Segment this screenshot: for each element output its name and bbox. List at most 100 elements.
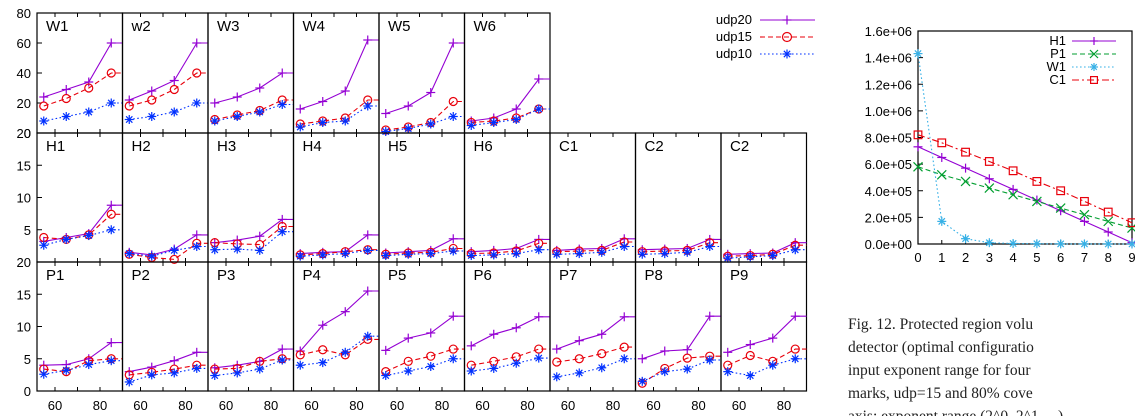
data-point [448,112,458,121]
marker-stroke [1008,166,1018,176]
data-point [937,152,947,162]
panel-label: H3 [217,138,236,155]
marker-stroke [724,368,732,376]
data-point [961,163,971,173]
legend-label: C1 [1049,72,1066,87]
marker-stroke [449,247,457,255]
marker-stroke [170,108,178,116]
x-tick-label: 2 [962,250,969,265]
data-point [1089,49,1099,59]
data-point [210,98,220,108]
marker-stroke [512,115,520,124]
marker-stroke [683,248,691,256]
series-line-udp20 [299,290,379,352]
marker-stroke [706,242,714,251]
data-point [124,95,134,105]
data-point [39,92,49,102]
data-point [448,96,458,107]
data-point [84,231,94,241]
x-tick-label: 80 [606,398,620,413]
data-point [597,329,607,339]
marker-stroke [512,250,520,258]
marker-stroke [211,371,219,380]
legend-label: W1 [1047,59,1067,74]
legend-label: udp10 [716,46,752,61]
panel-label: P5 [388,267,406,284]
panel: H1 [36,132,124,263]
data-point [363,230,373,240]
marker-stroke [512,359,520,367]
x-tick-label: 1 [938,250,945,265]
data-point [318,320,328,330]
data-point [448,246,458,256]
data-point [192,230,202,240]
marker-stroke [278,228,286,236]
data-point [381,251,391,261]
data-point [448,354,458,364]
data-point [782,49,792,59]
marker-stroke [1104,240,1112,248]
data-point [277,68,287,78]
marker-stroke [1103,207,1113,217]
marker-stroke [913,130,923,140]
data-point [147,86,157,96]
data-point [295,104,305,114]
marker-stroke [404,250,412,258]
panel-label: P2 [132,267,150,284]
x-tick-label: 80 [435,398,449,413]
data-point [637,354,647,364]
marker-stroke [661,250,669,258]
marker-stroke [620,355,628,363]
data-point [84,83,94,93]
data-point [597,348,607,359]
data-point [705,242,715,252]
series-W1 [913,49,1135,249]
marker-stroke [148,112,156,121]
marker-stroke [553,250,561,258]
marker-stroke [682,353,692,363]
marker-stroke [937,138,947,148]
marker-stroke [552,357,562,367]
panel-label: H6 [474,138,493,155]
x-tick-label: 60 [219,398,233,413]
data-point [1089,75,1098,84]
data-point [340,86,350,96]
data-point [232,112,242,121]
marker-stroke [382,371,390,380]
data-point [534,312,544,322]
y-tick-label: 1.6e+06 [865,24,912,39]
marker-stroke [783,50,791,58]
marker-stroke [1127,218,1135,228]
panel-row: 0 5 10 15 20 P1 P2 P3 P4 P5 P6 P7 P8 P9 [17,255,808,399]
data-point [448,38,458,48]
panel: P2 [121,261,209,392]
marker-stroke [278,100,286,109]
data-point [318,118,328,127]
data-point [619,354,629,364]
data-point [466,121,476,130]
marker-stroke [535,354,543,362]
marker-stroke [1090,63,1098,71]
marker-stroke [125,115,133,124]
y-tick-label: 15 [17,287,31,302]
data-point [61,365,71,375]
marker-stroke [490,251,498,259]
y-tick-label: 10 [17,191,31,206]
data-point [84,107,94,117]
legend-label: P1 [1050,46,1066,61]
data-point [277,355,287,365]
data-point [124,115,134,124]
marker-stroke [575,369,583,377]
data-point [1080,196,1089,206]
data-point [961,234,971,244]
legend-label: udp20 [716,12,752,27]
data-point [660,367,670,377]
data-point [745,252,755,262]
marker-stroke [341,117,349,125]
data-point [210,245,220,255]
data-point [936,169,947,180]
data-point [790,344,800,354]
marker-stroke [1009,239,1017,248]
panel: w2 [121,12,209,134]
